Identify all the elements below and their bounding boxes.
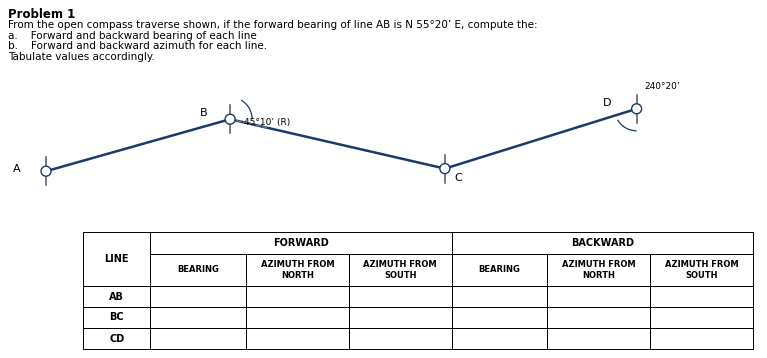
Text: AZIMUTH FROM
NORTH: AZIMUTH FROM NORTH (261, 260, 334, 280)
Bar (349, 328, 452, 349)
Bar (650, 307, 753, 328)
Bar (246, 254, 349, 286)
Text: b.    Forward and backward azimuth for each line.: b. Forward and backward azimuth for each… (8, 41, 267, 51)
Bar (83, 232, 150, 286)
Text: From the open compass traverse shown, if the forward bearing of line AB is N 55°: From the open compass traverse shown, if… (8, 20, 538, 30)
Circle shape (41, 166, 51, 176)
Circle shape (439, 164, 450, 174)
Bar (83, 328, 150, 349)
Bar (349, 286, 452, 307)
Bar (548, 328, 650, 349)
Bar (150, 307, 246, 328)
Bar (650, 328, 753, 349)
Bar (452, 286, 548, 307)
Bar (150, 232, 452, 254)
Text: BEARING: BEARING (479, 266, 521, 275)
Bar (150, 328, 246, 349)
Bar (246, 286, 349, 307)
Bar (246, 307, 349, 328)
Text: C: C (455, 174, 463, 184)
Text: FORWARD: FORWARD (273, 238, 329, 248)
Text: B: B (199, 108, 207, 118)
Bar (452, 307, 548, 328)
Text: 240°20’: 240°20’ (644, 82, 680, 91)
Text: AB: AB (109, 291, 124, 301)
Bar (349, 307, 452, 328)
Text: D: D (603, 98, 612, 108)
Circle shape (225, 114, 235, 124)
Text: LINE: LINE (104, 254, 129, 264)
Bar (650, 286, 753, 307)
Bar (246, 328, 349, 349)
Bar (548, 307, 650, 328)
Bar (452, 328, 548, 349)
Text: AZIMUTH FROM
SOUTH: AZIMUTH FROM SOUTH (364, 260, 437, 280)
Text: BC: BC (110, 313, 124, 323)
Text: CD: CD (109, 334, 124, 343)
Text: AZIMUTH FROM
NORTH: AZIMUTH FROM NORTH (562, 260, 636, 280)
Bar (452, 232, 753, 254)
Text: Tabulate values accordingly.: Tabulate values accordingly. (8, 52, 155, 62)
Text: A: A (13, 164, 21, 174)
Text: Problem 1: Problem 1 (8, 8, 75, 21)
Text: BACKWARD: BACKWARD (571, 238, 634, 248)
Text: BEARING: BEARING (177, 266, 219, 275)
Bar (83, 307, 150, 328)
Text: a.    Forward and backward bearing of each line: a. Forward and backward bearing of each … (8, 31, 257, 41)
Circle shape (631, 104, 642, 114)
Bar (452, 254, 548, 286)
Bar (150, 254, 246, 286)
Bar (349, 254, 452, 286)
Bar (650, 254, 753, 286)
Text: AZIMUTH FROM
SOUTH: AZIMUTH FROM SOUTH (665, 260, 739, 280)
Bar (150, 286, 246, 307)
Text: 45°10’ (R): 45°10’ (R) (244, 118, 291, 127)
Bar (83, 286, 150, 307)
Bar (548, 286, 650, 307)
Bar (548, 254, 650, 286)
